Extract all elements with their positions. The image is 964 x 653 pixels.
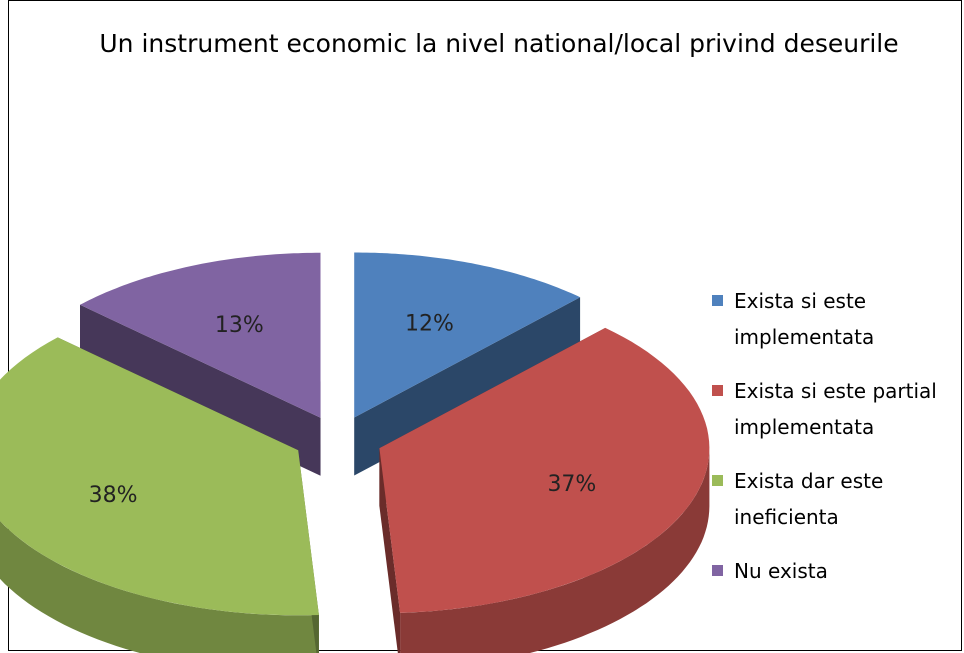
slice-0 <box>354 252 581 418</box>
legend-label-0: Exista si este implementata <box>734 289 875 349</box>
slice-3 <box>80 252 321 418</box>
legend-label-1: Exista si este partial implementata <box>734 379 937 439</box>
data-label-1: 37% <box>547 472 596 497</box>
slice-wall-2 <box>0 520 319 653</box>
legend-swatch-0 <box>712 295 723 306</box>
slice-wall-1 <box>400 448 710 653</box>
data-label-0: 12% <box>405 311 454 336</box>
slice-cut-0-1 <box>354 297 581 476</box>
legend-swatch-2 <box>712 475 723 486</box>
legend-swatch-1 <box>712 385 723 396</box>
slice-2 <box>0 337 319 616</box>
chart-title: Un instrument economic la nivel national… <box>99 29 899 58</box>
legend-label-2: Exista dar este ineficienta <box>734 469 884 529</box>
data-label-2: 38% <box>89 483 138 508</box>
slice-1 <box>379 327 710 613</box>
legend-swatch-3 <box>712 565 723 576</box>
slice-cut-1-1 <box>379 448 401 653</box>
legend-label-3: Nu exista <box>734 559 828 583</box>
data-label-3: 13% <box>215 313 264 338</box>
